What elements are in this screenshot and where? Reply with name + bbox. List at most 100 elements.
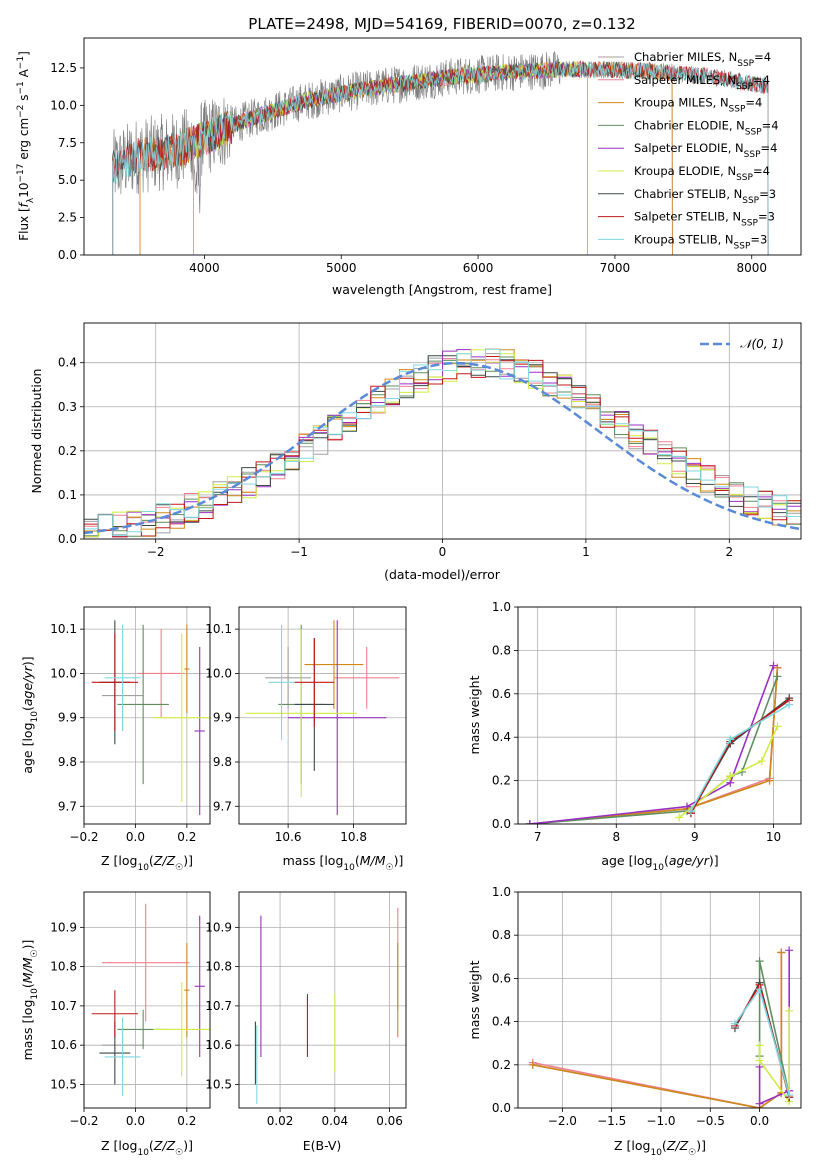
weight-marker <box>757 757 766 766</box>
y-tick-label: 10.6 <box>50 1038 77 1052</box>
y-tick-label: 10.9 <box>205 920 232 934</box>
y-tick-label: 10.1 <box>205 622 232 636</box>
weight-marker <box>785 1091 794 1100</box>
normal-curve <box>84 361 801 535</box>
x-tick-label: 7 <box>534 830 542 844</box>
x-axis-label: (data-model)/error <box>384 567 501 582</box>
x-tick-label: 8 <box>612 830 620 844</box>
x-tick-label: −0.2 <box>69 830 98 844</box>
x-tick-label: −0.2 <box>69 1114 98 1128</box>
weight-marker <box>755 1056 764 1065</box>
y-axis-label: Normed distribution <box>29 369 44 494</box>
y-tick-label: 10.7 <box>50 999 77 1013</box>
chart-weight_vs_age: 7 8 9 10 0.0 0.2 0.4 0.6 0.8 1.0 age [log10(age/yr… <box>467 600 802 873</box>
x-tick-label: 6000 <box>463 261 494 275</box>
x-tick-label: 0.04 <box>321 1114 348 1128</box>
y-tick-label: 9.9 <box>213 711 232 725</box>
y-axis-label: Flux [fλ10−17 erg cm−2 s−1 A−1] <box>16 51 36 241</box>
legend-label: Kroupa MILES, NSSP=4 <box>634 96 762 115</box>
y-tick-label: 10.9 <box>50 920 77 934</box>
y-tick-label: 0.0 <box>58 532 77 546</box>
plot-area <box>112 51 769 255</box>
axes-frame <box>83 606 211 825</box>
x-tick-label: 1 <box>582 545 590 559</box>
weight-line <box>758 1010 791 1104</box>
y-tick-label: 0.2 <box>492 774 511 788</box>
weight-marker <box>683 802 692 811</box>
x-axis-label: mass [log10(M/M☉)] <box>283 853 404 873</box>
x-axis-label: age [log10(age/yr)] <box>601 853 718 873</box>
x-tick-label: 10.8 <box>340 830 367 844</box>
y-axis-label: mass [log10(M/M☉)] <box>20 940 40 1061</box>
x-tick-label: 7000 <box>600 261 631 275</box>
weight-line <box>532 952 783 1108</box>
x-tick-label: −1.5 <box>597 1114 626 1128</box>
y-tick-label: 7.5 <box>58 136 77 150</box>
x-axis-label: Z [log10(Z/Z☉)] <box>101 853 193 873</box>
weight-marker <box>755 985 764 994</box>
y-tick-label: 10.6 <box>205 1038 232 1052</box>
weight-marker <box>686 806 695 815</box>
x-axis-label: Z [log10(Z/Z☉)] <box>614 1138 706 1158</box>
y-tick-label: 0.4 <box>58 356 77 370</box>
y-tick-label: 9.8 <box>58 755 77 769</box>
legend-label: Chabrier STELIB, NSSP=3 <box>634 187 776 206</box>
y-tick-label: 2.5 <box>58 211 77 225</box>
y-tick-label: 5.0 <box>58 173 77 187</box>
y-axis-label: age [log10(age/yr)] <box>20 656 40 773</box>
y-tick-label: 10.7 <box>205 999 232 1013</box>
x-tick-label: 10.6 <box>275 830 302 844</box>
weight-marker <box>765 776 774 785</box>
x-tick-label: 0.2 <box>177 1114 196 1128</box>
y-axis-label: mass weight <box>467 675 482 754</box>
weight-line <box>529 667 779 824</box>
x-tick-label: 0.02 <box>267 1114 294 1128</box>
y-axis-label: mass weight <box>467 960 482 1039</box>
axes-frame <box>83 891 211 1109</box>
y-tick-label: 0.4 <box>492 730 511 744</box>
weight-marker <box>785 700 794 709</box>
x-axis-label: E(B-V) <box>303 1138 342 1153</box>
y-tick-label: 0.0 <box>58 248 77 262</box>
y-tick-label: 10.1 <box>50 622 77 636</box>
legend-label: Kroupa ELODIE, NSSP=4 <box>634 164 770 183</box>
y-tick-label: 10.5 <box>50 1077 77 1091</box>
x-tick-label: 9 <box>691 830 699 844</box>
y-tick-label: 1.0 <box>492 600 511 614</box>
y-tick-label: 0.2 <box>492 1058 511 1072</box>
weight-line <box>532 952 783 1108</box>
y-tick-label: 10.0 <box>50 666 77 680</box>
y-tick-label: 12.5 <box>50 61 77 75</box>
weight-marker <box>528 1060 537 1069</box>
weight-line <box>529 667 779 824</box>
x-tick-label: 0.0 <box>126 1114 145 1128</box>
x-tick-label: 0.0 <box>750 1114 769 1128</box>
spectrum-legend: Chabrier MILES, NSSP=4 Salpeter MILES, NS… <box>598 50 779 251</box>
weight-line <box>529 667 779 824</box>
axes-frame <box>238 606 407 825</box>
x-tick-label: 4000 <box>189 261 220 275</box>
y-tick-label: 0.6 <box>492 971 511 985</box>
x-axis-label: wavelength [Angstrom, rest frame] <box>332 282 552 297</box>
x-tick-label: 2 <box>725 545 733 559</box>
legend-label: Salpeter ELODIE, NSSP=4 <box>634 141 777 160</box>
weight-marker <box>773 663 782 672</box>
plot-area <box>91 620 210 816</box>
weight-marker <box>675 813 684 822</box>
chart-spectrum: 4000 5000 6000 7000 8000 0.0 2.5 5.0 7.5 10.0 12.5… <box>16 37 802 297</box>
y-tick-label: 0.8 <box>492 928 511 942</box>
y-tick-label: 0.1 <box>58 488 77 502</box>
x-axis-label: Z [log10(Z/Z☉)] <box>101 1138 193 1158</box>
weight-line <box>532 952 783 1108</box>
x-tick-label: −1 <box>290 545 308 559</box>
weight-marker <box>777 948 786 957</box>
chart-age_vs_mass: 10.6 10.8 9.7 9.8 9.9 10.0 10.1 mass [log10(M/M… <box>205 606 407 873</box>
legend-label: Salpeter STELIB, NSSP=3 <box>634 210 775 229</box>
weight-marker <box>785 946 794 955</box>
chart-mass_vs_ebv: 0.02 0.04 0.06 10.5 10.6 10.7 10.8 10.9 E(B-V) <box>205 891 407 1153</box>
x-tick-label: −2.0 <box>548 1114 577 1128</box>
y-tick-label: 10.0 <box>50 98 77 112</box>
y-tick-label: 9.9 <box>58 711 77 725</box>
axes-frame <box>83 37 802 256</box>
x-tick-label: 0.2 <box>177 830 196 844</box>
